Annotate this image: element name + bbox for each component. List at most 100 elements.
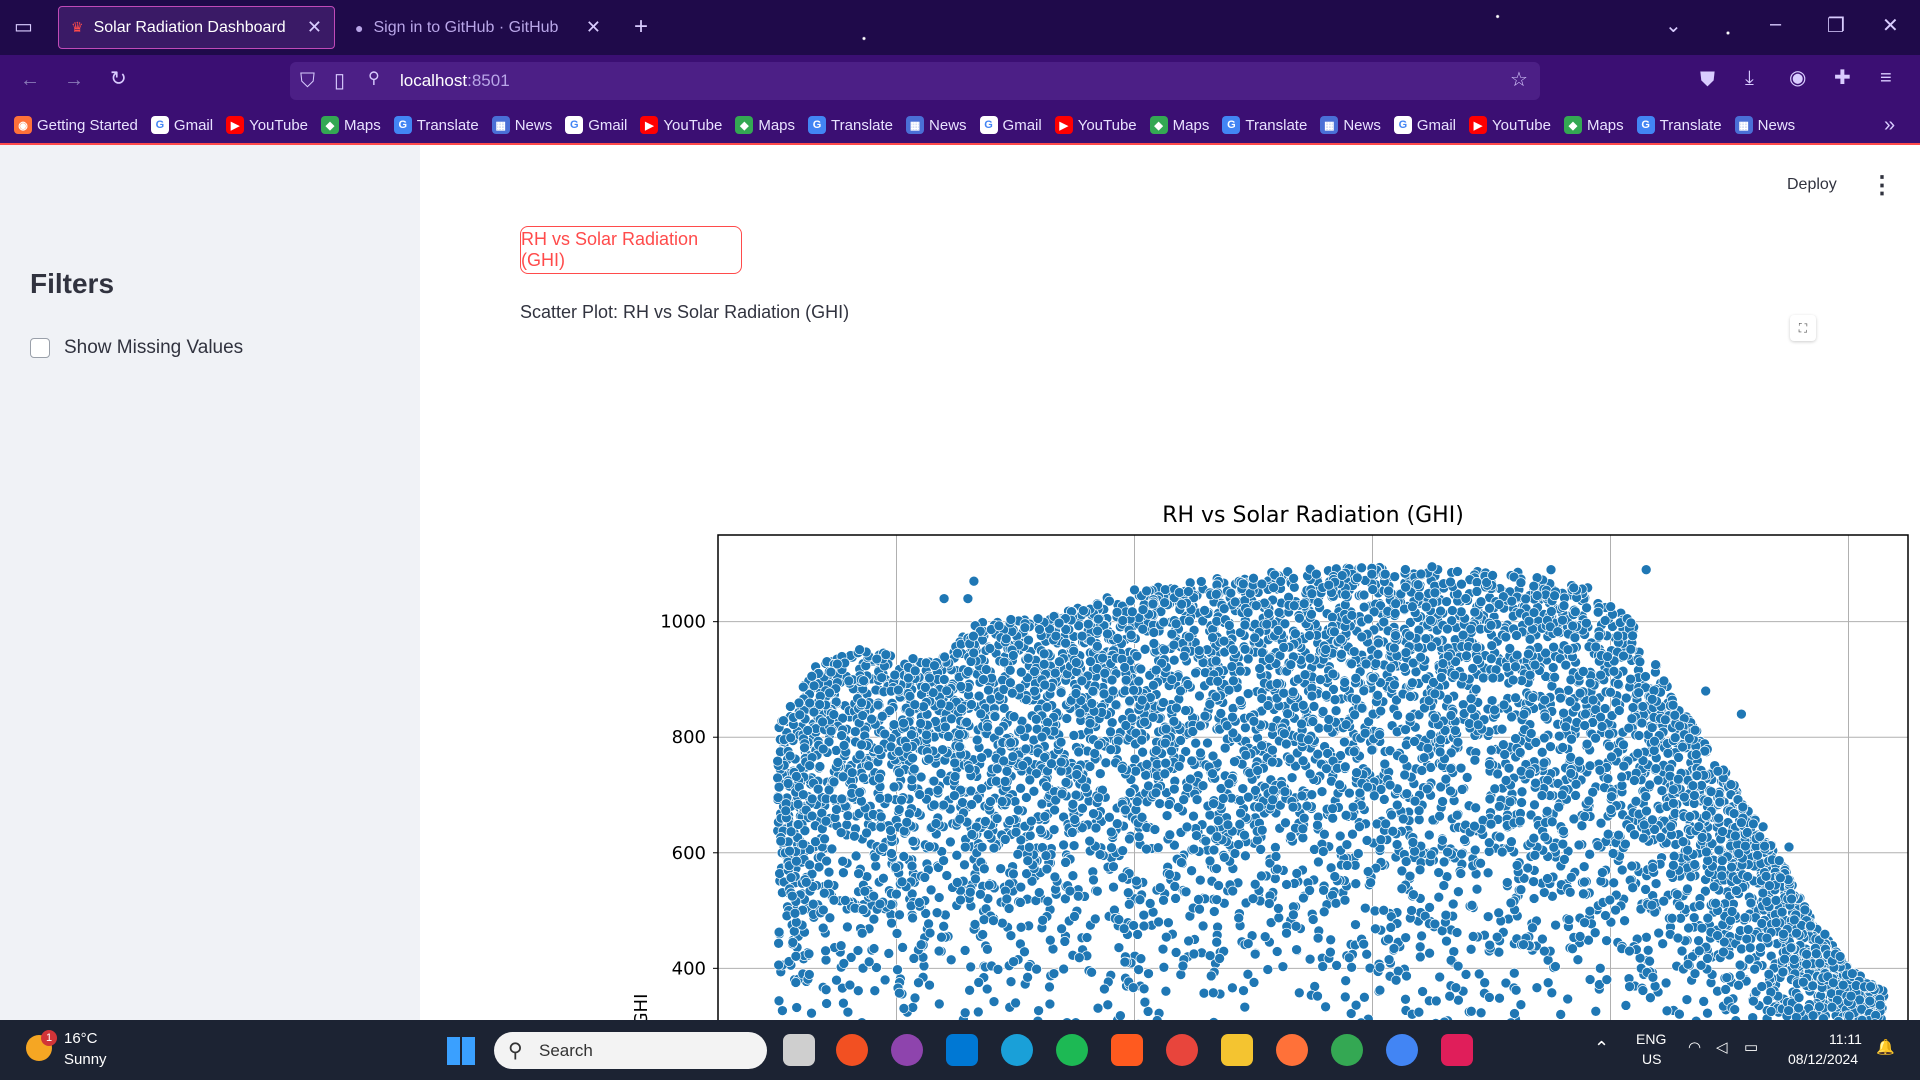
bookmark-label: YouTube: [663, 116, 723, 134]
scatter-point: [1673, 752, 1684, 763]
bookmark-item[interactable]: ◆ Maps: [1149, 116, 1209, 134]
scatter-point: [1645, 992, 1656, 1004]
bookmark-item[interactable]: ▶ YouTube: [1054, 116, 1137, 134]
maps-icon: ◆: [1563, 116, 1582, 134]
bookmark-item[interactable]: ▦ News: [1320, 116, 1381, 134]
window-close-icon[interactable]: ✕: [1882, 15, 1899, 37]
bookmark-item[interactable]: G Translate: [393, 116, 479, 134]
permissions-icon[interactable]: ⚲: [368, 70, 380, 87]
new-tab-icon[interactable]: +: [634, 13, 649, 40]
scatter-point: [1142, 1006, 1154, 1017]
scatter-point: [955, 894, 966, 906]
scatter-point: [1133, 964, 1144, 975]
scatter-point: [1330, 705, 1342, 717]
page-icon[interactable]: ▯: [334, 70, 346, 92]
scatter-point: [1401, 788, 1413, 800]
bookmark-item[interactable]: ▶ YouTube: [226, 116, 308, 134]
scatter-point: [897, 942, 908, 953]
scatter-point: [842, 921, 853, 933]
account-icon[interactable]: ◉: [1789, 67, 1807, 89]
scatter-point: [1548, 641, 1559, 653]
scatter-point: [808, 680, 820, 692]
bookmark-label: Gmail: [1416, 116, 1457, 134]
chevron-down-icon[interactable]: ⌄: [1665, 15, 1682, 37]
scatter-point: [1430, 995, 1442, 1007]
scatter-point: [1452, 566, 1463, 577]
menu-icon[interactable]: ≡: [1880, 67, 1892, 89]
bookmark-item[interactable]: ◉ Getting Started: [14, 116, 138, 134]
bookmark-item[interactable]: ▦ News: [491, 116, 552, 134]
scatter-point: [1498, 739, 1509, 751]
scatter-point: [1408, 889, 1419, 900]
more-bookmarks-icon[interactable]: »: [1884, 114, 1896, 136]
scatter-point: [1498, 699, 1510, 711]
close-icon[interactable]: ✕: [306, 17, 322, 37]
scatter-point: [951, 849, 963, 861]
shield-icon[interactable]: ⛉: [300, 70, 315, 92]
scatter-point: [1538, 757, 1550, 769]
scatter-point: [858, 772, 869, 784]
bookmark-item[interactable]: ◆ Maps: [1563, 116, 1624, 134]
bookmark-label: YouTube: [249, 116, 309, 134]
scatter-point: [1255, 844, 1267, 855]
scatter-point: [1044, 981, 1055, 993]
bookmark-item[interactable]: G Translate: [808, 116, 893, 134]
scatter-point: [1227, 982, 1238, 994]
scatter-point: [1170, 618, 1182, 630]
bookmark-item[interactable]: G Gmail: [979, 116, 1042, 134]
tab-solar-dashboard[interactable]: ♛ Solar Radiation Dashboard ✕: [58, 6, 335, 49]
minimize-icon[interactable]: –: [1770, 13, 1782, 35]
tab-github[interactable]: ● Sign in to GitHub · GitHub ✕: [343, 6, 613, 49]
scatter-point: [1143, 968, 1154, 979]
bookmark-item[interactable]: G Gmail: [1393, 116, 1457, 134]
scatter-point: [1608, 665, 1620, 677]
deploy-button[interactable]: Deploy: [1787, 176, 1837, 193]
close-icon[interactable]: ✕: [585, 17, 601, 37]
bookmark-item[interactable]: G Translate: [1222, 116, 1307, 134]
scatter-point: [1574, 931, 1586, 942]
scatter-point: [938, 855, 949, 866]
scatter-point: [1124, 833, 1135, 845]
bookmark-item[interactable]: G Translate: [1636, 116, 1722, 134]
scatter-point: [1123, 898, 1135, 910]
bookmark-item[interactable]: G Gmail: [565, 116, 627, 134]
fullscreen-icon[interactable]: ⛶: [1790, 315, 1816, 341]
pocket-icon[interactable]: ⛊: [1700, 69, 1715, 91]
bookmark-item[interactable]: ▶ YouTube: [640, 116, 722, 134]
scatter-point: [1042, 895, 1054, 907]
scatter-point: [1047, 943, 1059, 955]
extensions-icon[interactable]: ✚: [1834, 67, 1851, 89]
show-missing-values-checkbox[interactable]: Show Missing Values: [30, 337, 243, 359]
scatter-point: [1400, 993, 1411, 1005]
more-options-icon[interactable]: ⋮: [1870, 172, 1894, 199]
checkbox-box[interactable]: [30, 338, 50, 358]
scatter-point: [879, 728, 891, 740]
scatter-point: [1594, 962, 1606, 974]
maps-icon: ◆: [321, 116, 340, 134]
bookmark-item[interactable]: ◆ Maps: [735, 116, 795, 134]
url-bar[interactable]: ⛉ ▯ ⚲ localhost:8501 ☆: [290, 62, 1540, 100]
restore-icon[interactable]: ❐: [1827, 15, 1845, 37]
scatter-point: [1219, 851, 1230, 863]
tab-list-icon[interactable]: ▭: [14, 16, 33, 38]
scatter-point: [1128, 920, 1139, 931]
back-icon[interactable]: ←: [20, 69, 40, 91]
download-icon[interactable]: ⤓: [1745, 67, 1754, 89]
scatter-point: [1508, 967, 1520, 979]
scatter-point: [1358, 601, 1370, 613]
forward-icon[interactable]: →: [64, 69, 84, 91]
scatter-point: [1297, 832, 1309, 844]
bookmark-star-icon[interactable]: ☆: [1510, 69, 1528, 91]
bookmark-label: Translate: [1245, 116, 1308, 134]
bookmark-item[interactable]: G Gmail: [150, 116, 213, 134]
scatter-point: [837, 855, 849, 867]
scatter-point: [1067, 870, 1079, 882]
chart-select-button[interactable]: RH vs Solar Radiation (GHI): [520, 226, 742, 274]
bookmark-item[interactable]: ▦ News: [906, 116, 967, 134]
bookmark-item[interactable]: ▦ News: [1734, 116, 1795, 134]
bookmark-item[interactable]: ◆ Maps: [321, 116, 381, 134]
url-host: localhost: [400, 71, 468, 90]
bookmark-item[interactable]: ▶ YouTube: [1469, 116, 1551, 134]
reload-icon[interactable]: ↻: [110, 68, 127, 90]
scatter-point: [981, 983, 993, 995]
